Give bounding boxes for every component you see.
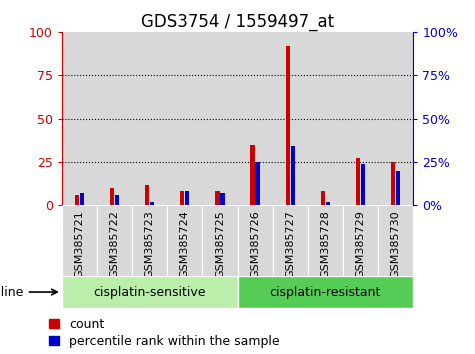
Bar — [150, 202, 154, 205]
Text: GSM385721: GSM385721 — [74, 210, 85, 278]
Text: GSM385722: GSM385722 — [109, 210, 120, 278]
Bar — [343, 205, 378, 301]
Bar — [391, 162, 395, 205]
Bar — [185, 192, 190, 205]
Bar — [291, 146, 295, 205]
Bar — [238, 32, 273, 205]
Bar — [97, 32, 132, 205]
Bar — [238, 205, 273, 301]
Text: GSM385730: GSM385730 — [390, 210, 401, 278]
Bar — [378, 205, 413, 301]
Text: GSM385723: GSM385723 — [144, 210, 155, 278]
Text: GSM385728: GSM385728 — [320, 210, 331, 278]
Bar — [62, 276, 238, 308]
Text: GSM385725: GSM385725 — [215, 210, 225, 278]
Bar — [62, 205, 97, 301]
Bar — [308, 205, 343, 301]
Bar — [215, 192, 219, 205]
Text: GSM385729: GSM385729 — [355, 210, 366, 278]
Bar — [202, 32, 238, 205]
Bar — [238, 276, 413, 308]
Title: GDS3754 / 1559497_at: GDS3754 / 1559497_at — [141, 13, 334, 30]
Bar — [308, 32, 343, 205]
Bar — [250, 144, 255, 205]
Bar — [75, 195, 79, 205]
Bar — [62, 32, 97, 205]
Bar — [97, 205, 132, 301]
Bar — [132, 32, 167, 205]
Bar — [180, 192, 184, 205]
Text: GSM385724: GSM385724 — [180, 210, 190, 278]
Bar — [115, 195, 119, 205]
Bar — [220, 193, 225, 205]
Bar — [356, 159, 360, 205]
Text: GSM385727: GSM385727 — [285, 210, 295, 278]
Bar — [80, 193, 84, 205]
Bar — [132, 205, 167, 301]
Text: cisplatin-resistant: cisplatin-resistant — [270, 286, 381, 298]
Bar — [167, 205, 202, 301]
Bar — [361, 164, 365, 205]
Bar — [202, 205, 238, 301]
Text: cisplatin-sensitive: cisplatin-sensitive — [94, 286, 206, 298]
Bar — [273, 205, 308, 301]
Text: GSM385726: GSM385726 — [250, 210, 260, 278]
Bar — [343, 32, 378, 205]
Bar — [145, 184, 149, 205]
Bar — [326, 202, 330, 205]
Bar — [285, 46, 290, 205]
Bar — [378, 32, 413, 205]
Bar — [273, 32, 308, 205]
Bar — [167, 32, 202, 205]
Bar — [110, 188, 114, 205]
Bar — [321, 192, 325, 205]
Text: cell line: cell line — [0, 286, 23, 298]
Bar — [256, 162, 260, 205]
Legend: count, percentile rank within the sample: count, percentile rank within the sample — [49, 318, 280, 348]
Bar — [396, 171, 400, 205]
